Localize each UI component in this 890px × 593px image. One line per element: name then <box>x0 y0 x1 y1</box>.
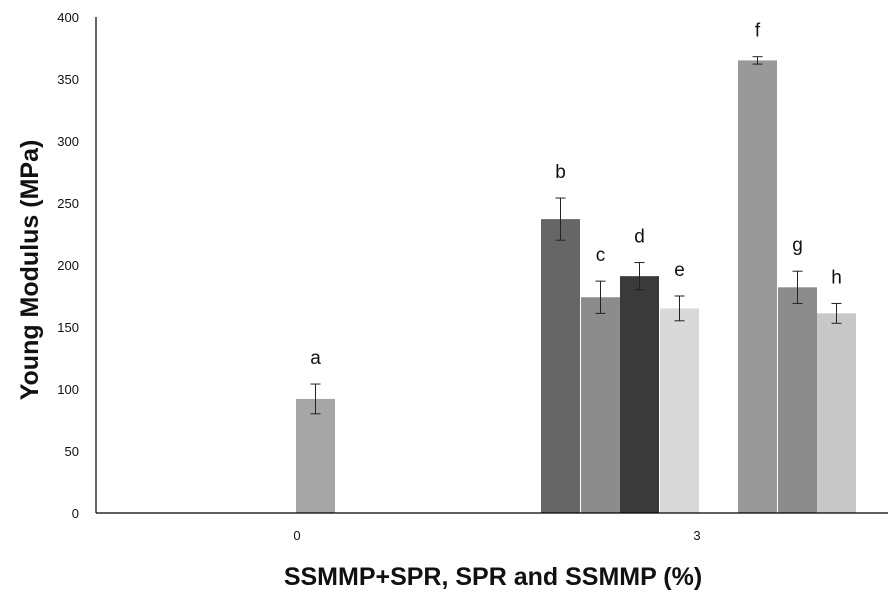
data-label-h: h <box>831 267 842 288</box>
bar-e <box>660 308 699 513</box>
error-bars <box>310 56 842 415</box>
y-axis-title: Young Modulus (MPa) <box>16 140 44 401</box>
error-bar-h <box>831 302 842 324</box>
data-label-a: a <box>310 348 321 369</box>
data-label-c: c <box>596 245 606 266</box>
bar-b <box>541 219 580 513</box>
bar-d <box>620 276 659 513</box>
error-bar-a <box>310 383 321 415</box>
error-bar-g <box>792 270 803 304</box>
bar-g <box>778 287 817 513</box>
y-tick-label: 150 <box>57 320 79 335</box>
y-tick-label: 200 <box>57 258 79 273</box>
data-label-g: g <box>792 235 803 256</box>
y-tick-label: 0 <box>72 506 79 521</box>
error-bar-e <box>674 295 685 322</box>
data-label-f: f <box>755 21 761 42</box>
x-axis-title: SSMMP+SPR, SPR and SSMMP (%) <box>284 563 702 591</box>
bar-letter-labels: a b c d e f g h <box>310 21 842 369</box>
y-tick-label: 50 <box>65 444 79 459</box>
error-bar-d <box>634 262 645 291</box>
error-bar-f <box>752 56 763 65</box>
bar-c <box>581 297 620 513</box>
data-label-e: e <box>674 260 685 281</box>
bars <box>296 60 856 514</box>
error-bar-c <box>595 280 606 314</box>
y-tick-label: 300 <box>57 134 79 149</box>
x-tick-label: 3 <box>693 528 700 543</box>
error-bar-b <box>555 197 566 241</box>
bar-f <box>738 60 777 514</box>
data-label-b: b <box>555 162 566 183</box>
x-tick-label: 0 <box>293 528 300 543</box>
y-tick-label: 400 <box>57 10 79 25</box>
y-tick-label: 350 <box>57 72 79 87</box>
y-tick-label: 100 <box>57 382 79 397</box>
y-tick-label: 250 <box>57 196 79 211</box>
y-tick-labels: 0 50 100 150 200 250 300 350 400 <box>57 10 79 521</box>
data-label-d: d <box>634 227 645 248</box>
bar-a <box>296 398 335 513</box>
bar-h <box>817 313 856 513</box>
